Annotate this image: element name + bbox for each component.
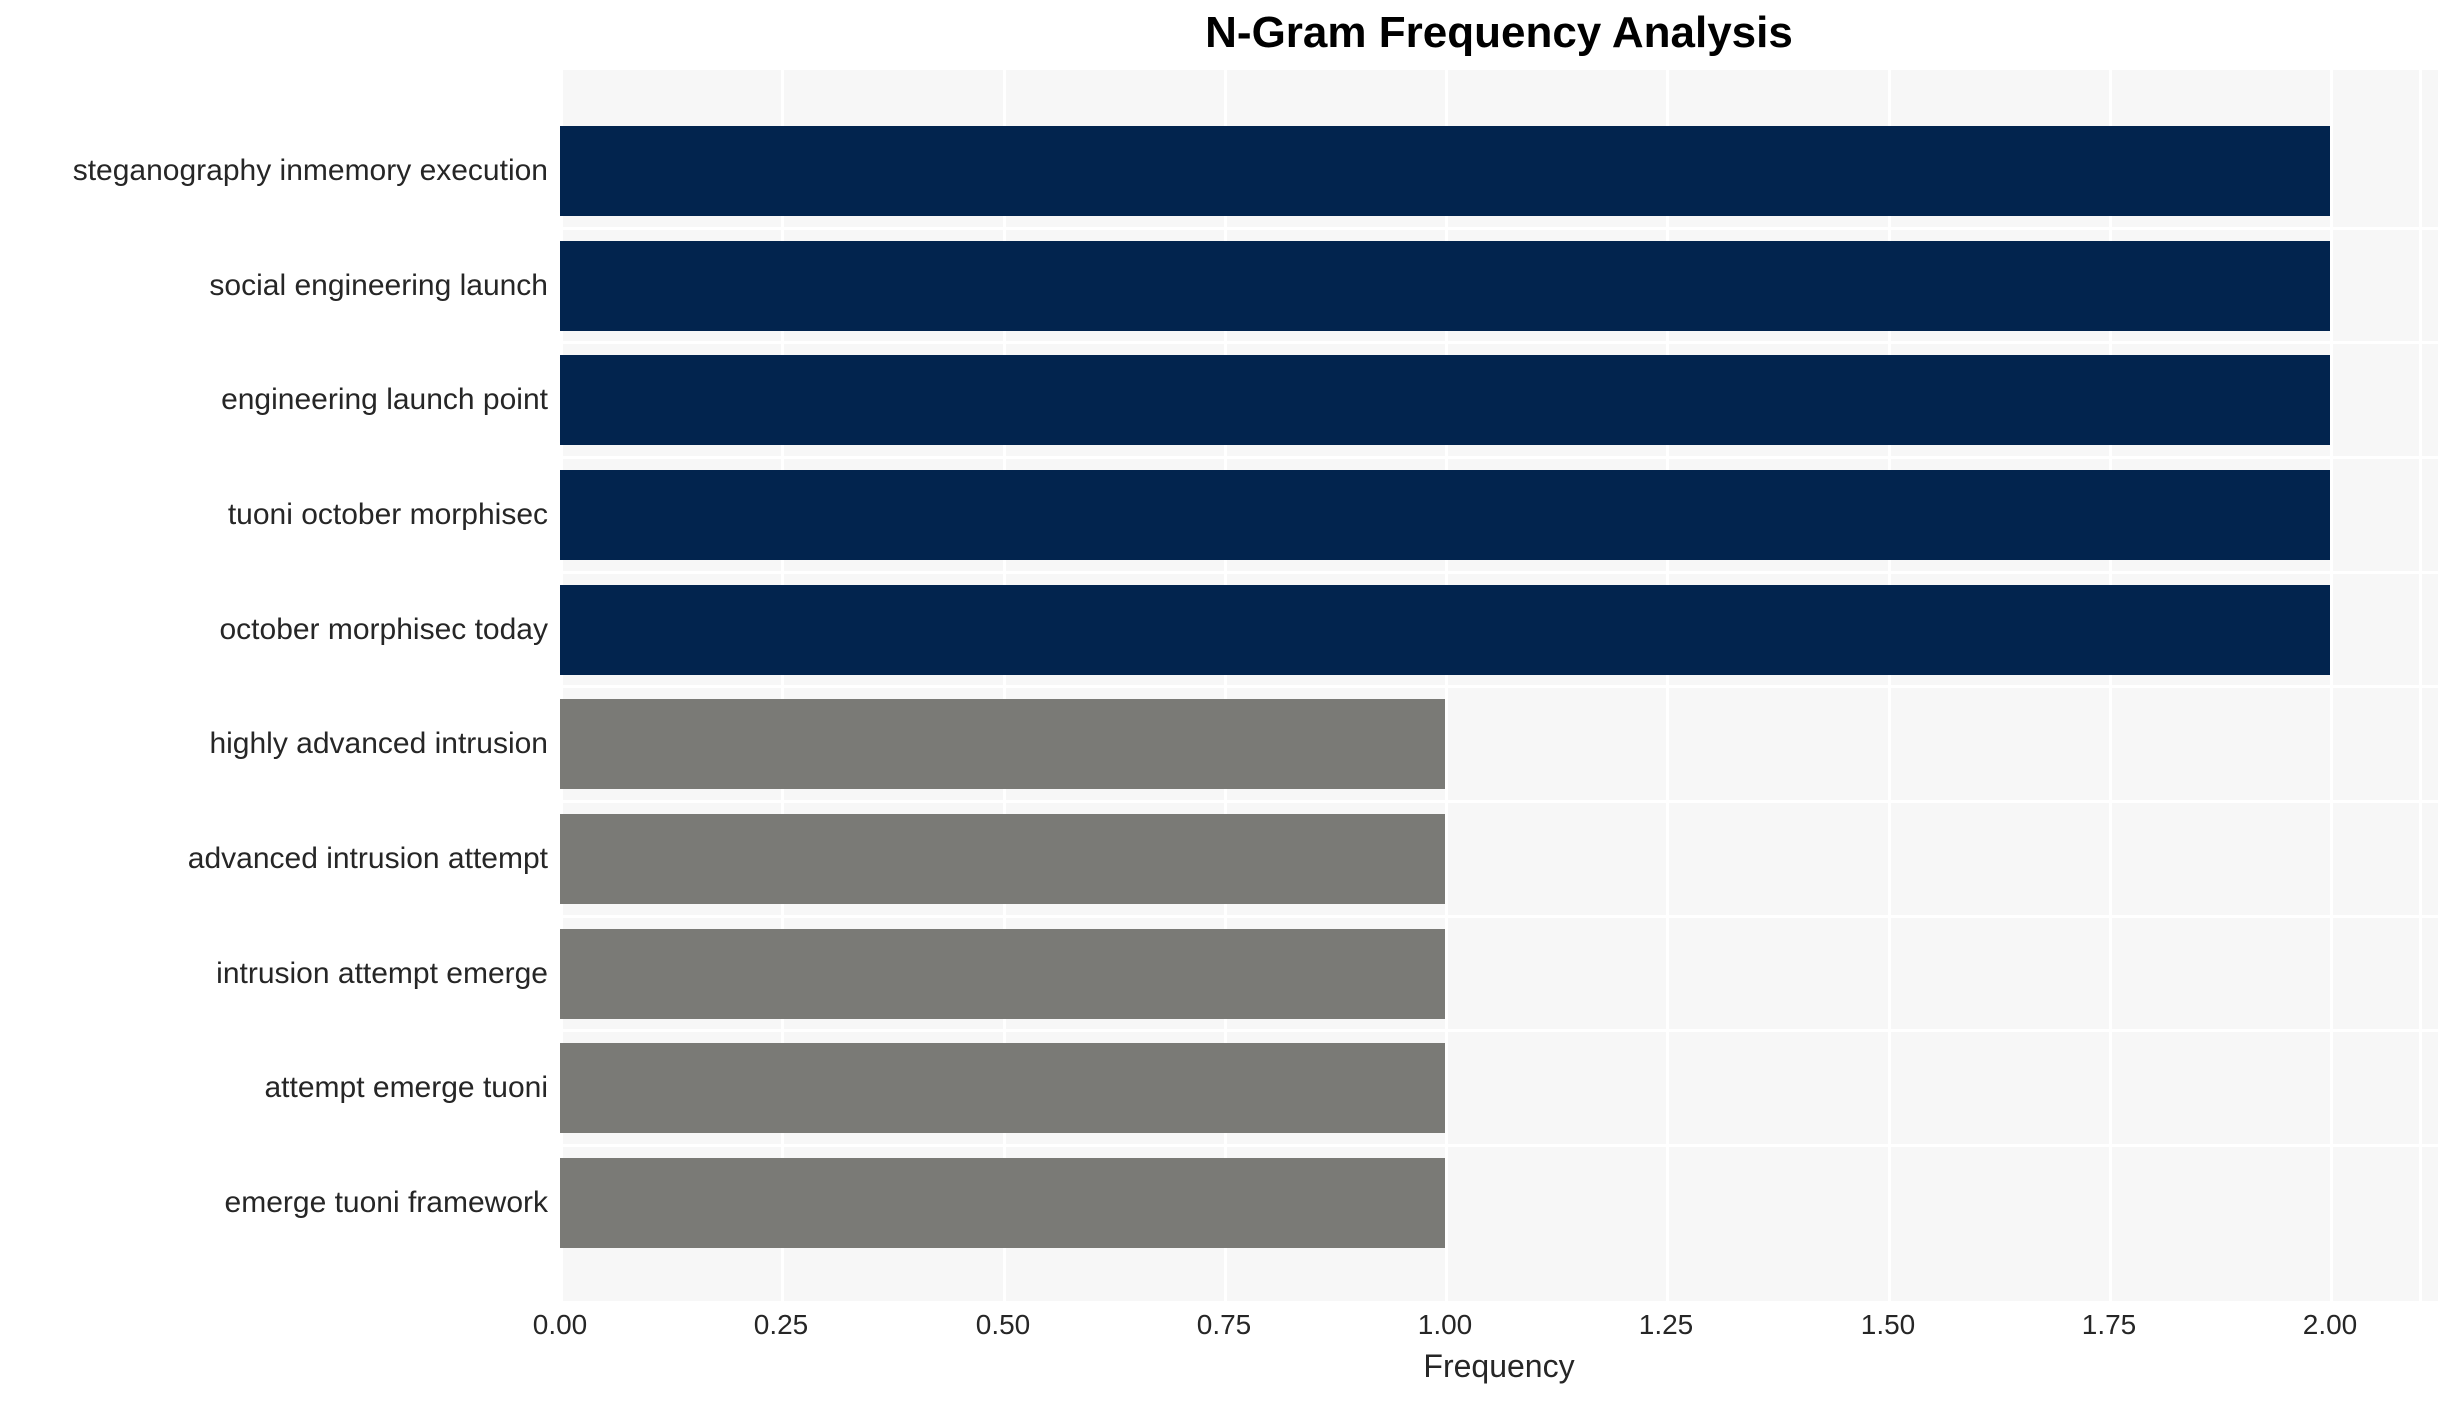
- x-tick-label: 0.25: [753, 1309, 809, 1340]
- y-tick-label: october morphisec today: [219, 612, 548, 646]
- y-gridline: [560, 570, 2438, 574]
- x-axis-title: Frequency: [1423, 1348, 1575, 1384]
- bar-steganography-inmemory-execution: [560, 126, 2330, 216]
- bar-intrusion-attempt-emerge: [560, 928, 1445, 1019]
- x-axis-tick-labels: 0.00 0.25 0.50 0.75 1.00 1.25 1.50 1.75 2.00: [533, 1309, 2438, 1349]
- bar-october-morphisec-today: [560, 584, 2330, 675]
- y-tick-label: engineering launch point: [221, 383, 548, 417]
- y-tick-label: highly advanced intrusion: [209, 727, 548, 761]
- x-tick-label: 0.75: [1196, 1309, 1252, 1340]
- bar-attempt-emerge-tuoni: [560, 1043, 1445, 1134]
- bar-social-engineering-launch: [560, 240, 2330, 331]
- y-gridline: [560, 914, 2438, 918]
- chart-title: N-Gram Frequency Analysis: [1205, 8, 1793, 57]
- plot-area: [560, 70, 2438, 1301]
- y-gridline: [560, 685, 2438, 689]
- y-tick-label: intrusion attempt emerge: [216, 956, 548, 990]
- y-gridline: [560, 341, 2438, 345]
- x-tick-label: 1.25: [1638, 1309, 1694, 1340]
- bar-engineering-launch-point: [560, 355, 2330, 446]
- y-gridline: [560, 456, 2438, 460]
- bar-advanced-intrusion-attempt: [560, 813, 1445, 904]
- bar-highly-advanced-intrusion: [560, 699, 1445, 790]
- x-tick-label: 0.50: [975, 1309, 1031, 1340]
- y-gridline: [560, 1144, 2438, 1148]
- y-axis-labels: steganography inmemory execution social e…: [0, 70, 548, 1301]
- y-tick-label: emerge tuoni framework: [224, 1185, 548, 1219]
- y-gridline: [560, 1029, 2438, 1033]
- y-tick-label: advanced intrusion attempt: [187, 841, 548, 875]
- x-tick-label: 1.00: [1417, 1309, 1473, 1340]
- y-tick-label: attempt emerge tuoni: [264, 1071, 549, 1105]
- bar-tuoni-october-morphisec: [560, 469, 2330, 560]
- y-gridline: [560, 226, 2438, 230]
- y-tick-label: steganography inmemory execution: [72, 154, 548, 187]
- y-tick-label: tuoni october morphisec: [227, 497, 548, 531]
- x-tick-label: 1.75: [2081, 1309, 2137, 1340]
- x-tick-label: 0.00: [532, 1309, 588, 1340]
- bar-emerge-tuoni-framework: [560, 1157, 1445, 1248]
- y-tick-label: social engineering launch: [209, 268, 548, 302]
- x-tick-label: 2.00: [2302, 1309, 2358, 1340]
- x-tick-label: 1.50: [1860, 1309, 1916, 1340]
- y-gridline: [560, 800, 2438, 804]
